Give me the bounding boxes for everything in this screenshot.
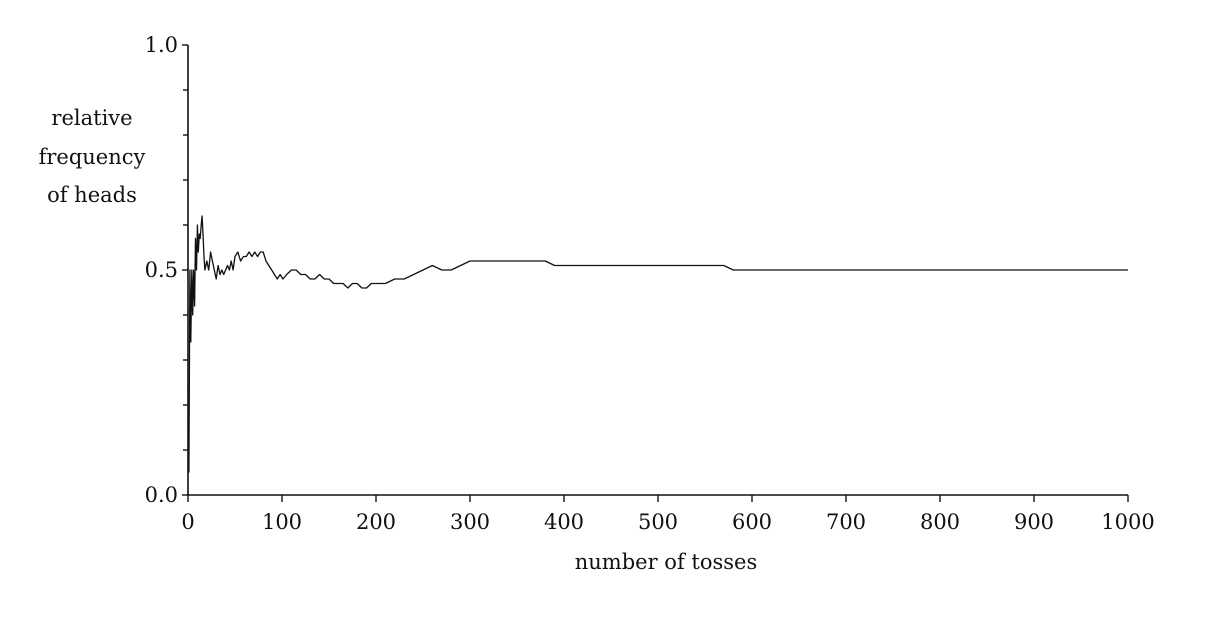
x-tick-label-400: 400 xyxy=(544,510,584,534)
x-axis-title: number of tosses xyxy=(575,550,757,574)
x-tick-label-100: 100 xyxy=(262,510,302,534)
y-axis-title-line-2: frequency xyxy=(39,145,146,169)
y-tick-label-0: 0.0 xyxy=(145,483,178,507)
x-tick-label-800: 800 xyxy=(920,510,960,534)
y-tick-label-0.5: 0.5 xyxy=(145,258,178,282)
x-tick-label-200: 200 xyxy=(356,510,396,534)
series xyxy=(188,215,1128,473)
y-axis-title-line-1: relative xyxy=(51,106,132,130)
x-tick-label-600: 600 xyxy=(732,510,772,534)
ticks xyxy=(182,44,1129,502)
tick-labels: 0 100 200 300 400 500 600 700 800 900 1000 0.0 0.5 1.… xyxy=(145,33,1155,534)
y-tick-label-1: 1.0 xyxy=(145,33,178,57)
x-tick-label-300: 300 xyxy=(450,510,490,534)
x-tick-label-500: 500 xyxy=(638,510,678,534)
x-tick-label-0: 0 xyxy=(181,510,194,534)
x-tick-label-700: 700 xyxy=(826,510,866,534)
y-axis-title: relative frequency of heads xyxy=(39,106,146,207)
x-tick-label-1000: 1000 xyxy=(1101,510,1154,534)
series-line-0 xyxy=(188,215,1128,473)
y-axis-title-line-3: of heads xyxy=(47,183,137,207)
x-tick-label-900: 900 xyxy=(1014,510,1054,534)
